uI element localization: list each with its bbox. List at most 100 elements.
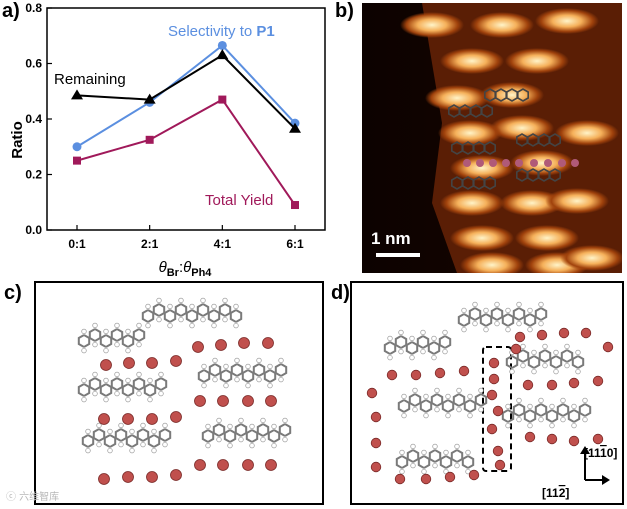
bromine-atom: [394, 473, 406, 485]
stm-feature: [515, 225, 579, 251]
series-point: [216, 49, 229, 60]
series-point: [291, 201, 299, 210]
bromine-atom: [386, 369, 398, 381]
stm-feature: [400, 12, 464, 38]
bromine-atom: [146, 413, 158, 425]
series-line-1: [76, 53, 296, 130]
bromine-atom: [510, 343, 522, 355]
stm-br-atom: [530, 159, 538, 167]
bromine-atom: [122, 471, 134, 483]
molecule: [501, 397, 592, 429]
series-line-2: [76, 98, 296, 206]
bromine-atom: [170, 469, 182, 481]
stm-molecule-overlay: [516, 168, 561, 182]
stm-feature: [470, 12, 534, 38]
bromine-atom: [170, 411, 182, 423]
bromine-atom: [370, 461, 382, 473]
bromine-atom: [536, 329, 548, 341]
series-point: [218, 95, 227, 104]
lattice-dir-112: [112]: [542, 486, 569, 500]
molecule: [395, 443, 475, 475]
bromine-atom: [524, 431, 536, 443]
y-tick-label: 0.2: [25, 168, 42, 182]
x-tick-label: 2:1: [141, 237, 159, 251]
stm-molecule-overlay: [516, 133, 561, 147]
molecule: [505, 343, 585, 375]
y-tick-label: 0.0: [25, 223, 42, 237]
stm-feature: [450, 225, 514, 251]
stm-feature: [440, 48, 504, 74]
molecule: [383, 329, 452, 361]
bromine-atom: [217, 459, 229, 471]
bromine-atom: [558, 327, 570, 339]
x-tick-label: 4:1: [214, 237, 232, 251]
y-tick-label: 0.6: [25, 57, 42, 71]
bromine-atom: [492, 445, 504, 457]
stm-feature: [560, 245, 622, 271]
bromine-atom: [242, 459, 254, 471]
bromine-atom: [170, 355, 182, 367]
stm-feature: [535, 8, 599, 34]
bromine-atom: [546, 379, 558, 391]
stm-feature: [438, 120, 502, 146]
stm-br-atom: [463, 159, 471, 167]
bromine-atom: [410, 369, 422, 381]
molecule: [201, 417, 292, 449]
bromine-atom: [444, 471, 456, 483]
stm-br-atom: [515, 159, 523, 167]
panel-label-b: b): [335, 0, 354, 22]
bromine-atom: [494, 459, 506, 471]
bromine-atom: [262, 337, 274, 349]
bromine-atom: [146, 471, 158, 483]
stm-br-atom: [544, 159, 552, 167]
bromine-atom: [238, 337, 250, 349]
molecule: [457, 301, 548, 333]
bromine-atom: [366, 387, 378, 399]
molecule: [81, 422, 172, 454]
bromine-atom: [568, 435, 580, 447]
stm-br-atom: [558, 159, 566, 167]
stm-feature: [425, 85, 489, 111]
molecule: [141, 297, 243, 329]
molecule: [397, 387, 488, 419]
bromine-atom: [522, 379, 534, 391]
bromine-atom: [458, 365, 470, 377]
stm-feature: [440, 190, 504, 216]
stm-feature: [545, 188, 609, 214]
stm-molecule-overlay: [448, 104, 493, 118]
panel-label-a: a): [2, 0, 20, 22]
stm-feature: [450, 155, 514, 181]
series-point: [73, 156, 81, 165]
y-axis-label: Ratio: [9, 121, 26, 159]
bromine-atom: [265, 459, 277, 471]
legend-total-yield: Total Yield: [205, 192, 273, 209]
stm-br-atom: [502, 159, 510, 167]
y-tick-label: 0.8: [25, 1, 42, 15]
bromine-atom: [194, 459, 206, 471]
bromine-atom: [546, 433, 558, 445]
stm-feature: [480, 82, 544, 108]
molecule: [197, 357, 288, 389]
series-point: [289, 122, 301, 133]
watermark: ⓒ 六维智库: [6, 492, 60, 503]
bromine-atom: [215, 339, 227, 351]
bromine-atom: [217, 395, 229, 407]
legend-remaining: Remaining: [54, 71, 126, 88]
series-line-0: [76, 44, 296, 148]
stm-br-atom: [489, 159, 497, 167]
scale-bar-label: 1 nm: [371, 229, 411, 248]
bromine-atom: [592, 375, 604, 387]
model-panel-c: [34, 281, 324, 505]
bromine-atom: [98, 413, 110, 425]
model-c-drawing: [77, 297, 292, 485]
stm-br-atom: [476, 159, 484, 167]
molecule: [77, 371, 168, 403]
stm-feature: [490, 115, 554, 141]
bromine-atom: [192, 341, 204, 353]
model-panel-d: [1110] [112]: [350, 281, 624, 505]
bromine-atom: [492, 405, 504, 417]
stm-image: 1 nm: [362, 3, 622, 273]
bromine-atom: [122, 413, 134, 425]
bromine-atom: [488, 373, 500, 385]
bromine-atom: [265, 395, 277, 407]
